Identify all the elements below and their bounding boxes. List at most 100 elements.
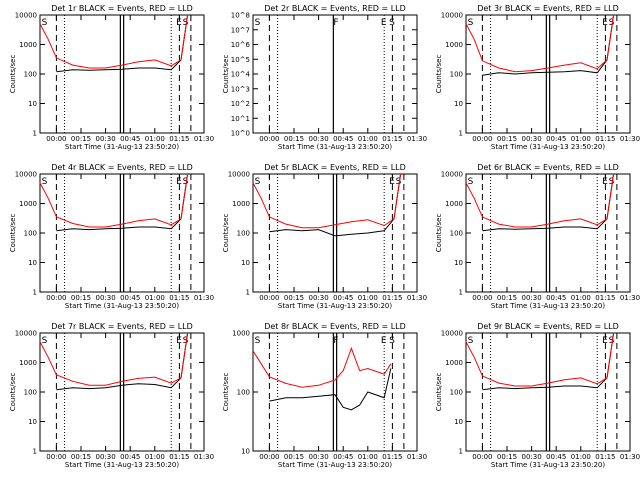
y-tick-label: 10^5	[231, 56, 250, 64]
y-tick-label: 1	[459, 130, 463, 138]
y-tick-label: 1000	[232, 330, 250, 338]
x-tick-label: 00:30	[522, 135, 542, 143]
events-series-line	[482, 332, 615, 391]
x-tick-label: 00:00	[46, 294, 66, 302]
event-marker: S	[255, 177, 261, 187]
x-tick-label: 00:45	[546, 294, 566, 302]
x-tick-label: 01:30	[620, 135, 640, 143]
y-tick-label: 1	[459, 448, 463, 456]
x-tick-label: 01:30	[194, 453, 214, 461]
detector-panel: Det 4r BLACK = Events, RED = LLD 1 10 100 10…	[9, 163, 214, 310]
y-tick-label: 1	[246, 289, 250, 297]
event-marker: F	[333, 18, 338, 28]
y-tick-label: 1000	[445, 41, 463, 49]
x-tick-label: 00:30	[96, 135, 116, 143]
y-tick-label: 10^3	[231, 85, 250, 93]
x-tick-label: 01:00	[571, 453, 591, 461]
event-marker: E	[381, 18, 387, 28]
detector-panel: Det 2r BLACK = Events, RED = LLD 10^0 10^1…	[222, 4, 427, 151]
x-tick-label: 01:15	[169, 135, 189, 143]
lld-series-line	[39, 14, 189, 69]
y-tick-label: 100	[237, 389, 250, 397]
x-axis-label: Start Time (31-Aug-13 23:50:20)	[491, 143, 605, 151]
y-tick-label: 100	[237, 230, 250, 238]
panel-title: Det 3r BLACK = Events, RED = LLD	[477, 4, 619, 13]
y-tick-label: 10	[28, 418, 37, 426]
x-tick-label: 01:30	[620, 294, 640, 302]
y-tick-label: 10^4	[231, 71, 251, 79]
events-series-line	[482, 173, 615, 232]
event-marker: S	[609, 336, 615, 346]
x-tick-label: 01:15	[169, 453, 189, 461]
y-axis-label: Counts/sec	[9, 373, 17, 412]
x-tick-label: 00:45	[333, 453, 353, 461]
event-marker: E	[602, 177, 608, 187]
x-tick-label: 01:00	[145, 294, 165, 302]
y-axis-label: Counts/sec	[9, 214, 17, 253]
x-tick-label: 01:15	[382, 294, 402, 302]
event-marker: S	[609, 177, 615, 187]
y-axis-label: Counts/sec	[222, 55, 230, 94]
y-tick-label: 10000	[441, 171, 463, 179]
x-tick-label: 00:45	[333, 294, 353, 302]
x-tick-label: 01:00	[145, 135, 165, 143]
x-tick-label: 00:00	[472, 294, 492, 302]
x-tick-label: 01:00	[358, 294, 378, 302]
x-tick-label: 00:45	[333, 135, 353, 143]
x-tick-label: 00:00	[46, 453, 66, 461]
x-tick-label: 00:30	[522, 294, 542, 302]
x-tick-label: 01:15	[595, 135, 615, 143]
x-tick-label: 01:15	[595, 453, 615, 461]
y-tick-label: 1000	[445, 359, 463, 367]
x-tick-label: 01:00	[358, 453, 378, 461]
x-tick-label: 00:45	[120, 135, 140, 143]
event-marker: E	[176, 336, 182, 346]
x-tick-label: 00:00	[259, 453, 279, 461]
y-axis-label: Counts/sec	[435, 55, 443, 94]
y-tick-label: 1	[33, 130, 37, 138]
y-axis-label: Counts/sec	[435, 373, 443, 412]
event-marker: E	[602, 18, 608, 28]
x-axis-label: Start Time (31-Aug-13 23:50:20)	[278, 461, 392, 469]
event-marker: S	[396, 177, 402, 187]
x-tick-label: 00:15	[497, 135, 517, 143]
panel-title: Det 7r BLACK = Events, RED = LLD	[51, 322, 193, 331]
y-axis-label: Counts/sec	[435, 214, 443, 253]
y-tick-label: 100	[24, 71, 37, 79]
x-tick-label: 00:00	[46, 135, 66, 143]
event-marker: S	[468, 177, 474, 187]
y-tick-label: 1000	[232, 200, 250, 208]
event-marker: E	[602, 336, 608, 346]
x-tick-label: 01:30	[620, 453, 640, 461]
panel-title: Det 6r BLACK = Events, RED = LLD	[477, 163, 619, 172]
y-tick-label: 10^0	[231, 130, 250, 138]
x-axis-label: Start Time (31-Aug-13 23:50:20)	[278, 302, 392, 310]
x-tick-label: 00:30	[96, 294, 116, 302]
panel-title: Det 9r BLACK = Events, RED = LLD	[477, 322, 619, 331]
lld-series-line	[252, 346, 392, 388]
event-marker: S	[389, 18, 395, 28]
y-tick-label: 10000	[441, 330, 463, 338]
y-tick-label: 10000	[441, 12, 463, 20]
x-tick-label: 00:30	[522, 453, 542, 461]
x-axis-label: Start Time (31-Aug-13 23:50:20)	[65, 302, 179, 310]
y-tick-label: 100	[450, 389, 463, 397]
y-tick-label: 100	[24, 389, 37, 397]
y-tick-label: 10^1	[231, 115, 250, 123]
y-tick-label: 100	[24, 230, 37, 238]
x-tick-label: 01:30	[407, 453, 427, 461]
y-tick-label: 10^2	[231, 100, 250, 108]
event-marker: S	[255, 18, 261, 28]
y-tick-label: 10000	[15, 12, 37, 20]
x-axis-label: Start Time (31-Aug-13 23:50:20)	[65, 461, 179, 469]
detector-panel: Det 9r BLACK = Events, RED = LLD 1 10 100 10…	[435, 322, 640, 469]
x-tick-label: 00:45	[546, 453, 566, 461]
x-tick-label: 00:15	[71, 294, 91, 302]
lld-series-line	[465, 332, 615, 387]
x-tick-label: 00:15	[284, 135, 304, 143]
event-marker: E	[389, 177, 395, 187]
x-tick-label: 00:45	[120, 294, 140, 302]
x-tick-label: 00:15	[284, 294, 304, 302]
event-marker: F	[333, 336, 338, 346]
